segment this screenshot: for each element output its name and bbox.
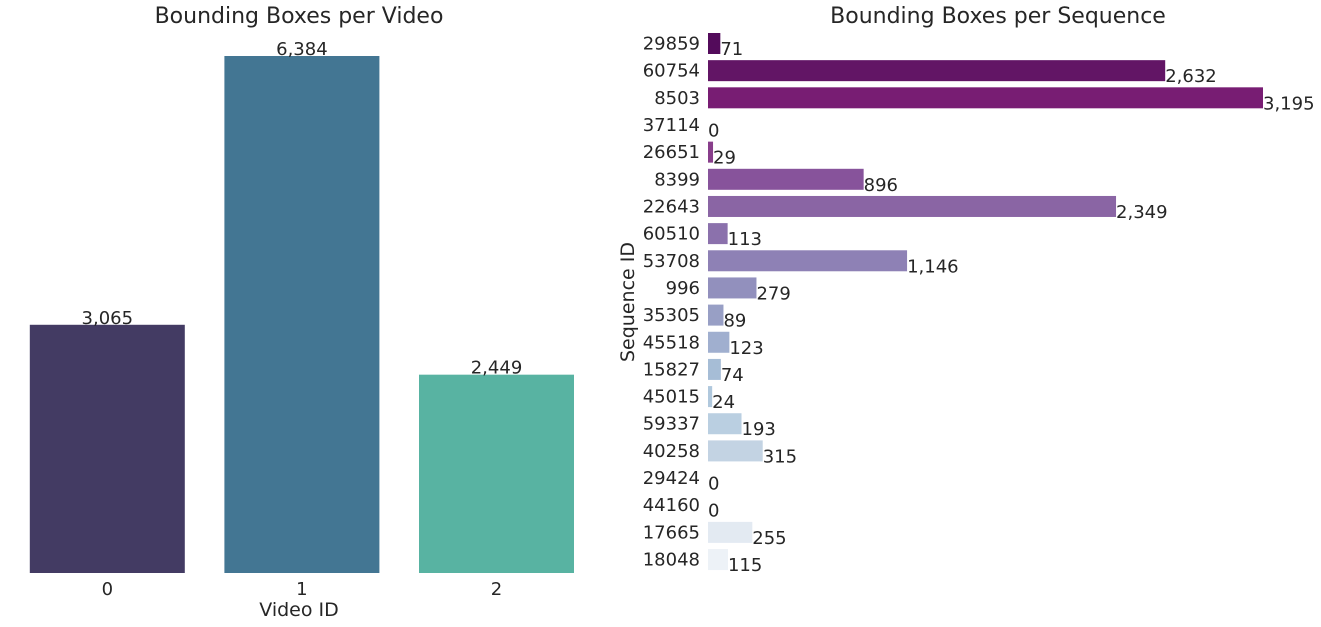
sequence-bar-value-label: 113 (728, 229, 762, 250)
sequence-bar-15827 (708, 358, 721, 380)
video-bar-1 (224, 56, 380, 573)
sequence-ytick-label: 35305 (643, 305, 700, 326)
sequence-bar-17665 (708, 521, 753, 543)
sequence-ytick-label: 26651 (643, 142, 700, 163)
sequence-bar-value-label: 0 (708, 120, 719, 141)
video-bar-value-label: 2,449 (471, 358, 523, 379)
sequence-bar-value-label: 1,146 (907, 256, 959, 277)
sequence-bar-8399 (708, 168, 864, 190)
sequence-bar-value-label: 74 (721, 365, 744, 386)
video-xtick-label: 2 (491, 579, 502, 600)
video-bar-value-label: 6,384 (276, 39, 328, 60)
sequence-ytick-label: 60754 (643, 61, 700, 82)
sequence-bar-value-label: 896 (864, 175, 898, 196)
sequence-ytick-label: 29424 (643, 468, 700, 489)
video-xtick-label: 1 (296, 579, 307, 600)
sequence-bar-value-label: 115 (728, 555, 762, 576)
sequence-bar-996 (708, 277, 757, 299)
sequence-chart: Bounding Boxes per Sequence Sequence ID … (617, 4, 1315, 576)
sequence-bar-value-label: 255 (752, 528, 786, 549)
sequence-ytick-label: 59337 (643, 414, 700, 435)
sequence-bar-value-label: 193 (742, 419, 776, 440)
sequence-bar-8503 (708, 87, 1263, 109)
sequence-bar-value-label: 0 (708, 501, 719, 522)
sequence-ytick-label: 60510 (643, 224, 700, 245)
sequence-bar-53708 (708, 250, 908, 272)
sequence-bar-26651 (708, 141, 714, 163)
sequence-chart-ylabel: Sequence ID (617, 242, 639, 362)
sequence-bar-35305 (708, 304, 724, 326)
video-bar-value-label: 3,065 (82, 308, 134, 329)
sequence-ytick-label: 37114 (643, 115, 700, 136)
sequence-bar-45518 (708, 331, 730, 353)
sequence-bar-value-label: 2,632 (1165, 66, 1217, 87)
sequence-bar-value-label: 71 (720, 39, 743, 60)
sequence-bar-60754 (708, 60, 1166, 82)
sequence-ytick-label: 8399 (654, 169, 700, 190)
sequence-bar-value-label: 279 (756, 283, 790, 304)
sequence-ytick-label: 22643 (643, 196, 700, 217)
sequence-bar-45015 (708, 386, 713, 408)
sequence-bar-value-label: 2,349 (1116, 202, 1168, 223)
sequence-ytick-label: 17665 (643, 522, 700, 543)
sequence-ytick-label: 15827 (643, 359, 700, 380)
sequence-bar-22643 (708, 195, 1117, 217)
sequence-bar-value-label: 89 (723, 311, 746, 332)
sequence-ytick-label: 996 (666, 278, 700, 299)
video-xtick-label: 0 (102, 579, 113, 600)
sequence-bar-40258 (708, 440, 763, 462)
sequence-ytick-label: 45518 (643, 332, 700, 353)
sequence-ytick-label: 18048 (643, 550, 700, 571)
sequence-bar-value-label: 29 (713, 148, 736, 169)
sequence-bar-18048 (708, 549, 728, 571)
sequence-ytick-label: 53708 (643, 251, 700, 272)
sequence-ytick-label: 44160 (643, 495, 700, 516)
sequence-bar-value-label: 24 (712, 392, 735, 413)
video-bar-2 (419, 374, 574, 573)
sequence-bar-60510 (708, 223, 728, 245)
sequence-bar-value-label: 123 (729, 338, 763, 359)
sequence-ytick-label: 29859 (643, 34, 700, 55)
sequence-bar-value-label: 0 (708, 474, 719, 495)
sequence-ytick-label: 45015 (643, 387, 700, 408)
sequence-ytick-label: 8503 (654, 88, 700, 109)
sequence-ytick-label: 40258 (643, 441, 700, 462)
video-chart: Bounding Boxes per Video Video ID 3,065 0… (29, 4, 574, 621)
sequence-bar-59337 (708, 413, 742, 435)
sequence-chart-title: Bounding Boxes per Sequence (830, 4, 1166, 29)
video-chart-title: Bounding Boxes per Video (155, 4, 444, 29)
sequence-bar-value-label: 315 (763, 446, 797, 467)
sequence-bar-29859 (708, 33, 721, 54)
video-bar-0 (29, 324, 185, 573)
video-chart-xlabel: Video ID (259, 599, 339, 621)
sequence-bar-value-label: 3,195 (1263, 93, 1315, 114)
